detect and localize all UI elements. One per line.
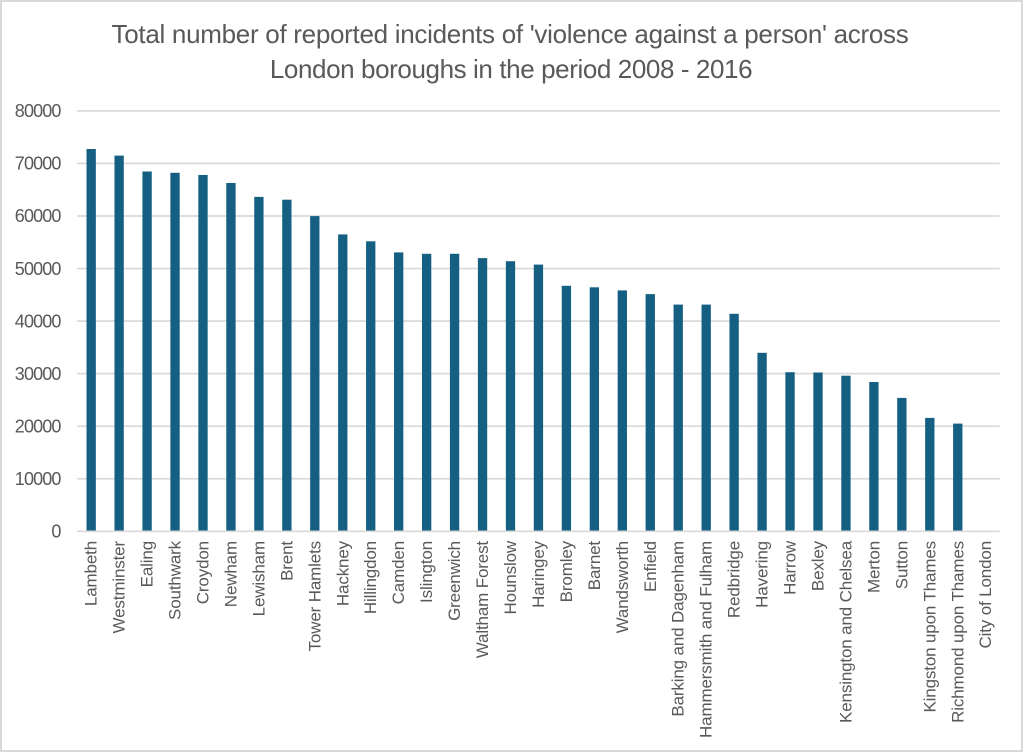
svg-text:Barking and Dagenham: Barking and Dagenham — [669, 541, 688, 717]
svg-text:Newham: Newham — [221, 541, 240, 607]
svg-text:Lambeth: Lambeth — [82, 541, 101, 606]
svg-text:Total number of reported incid: Total number of reported incidents of 'v… — [112, 19, 909, 49]
svg-text:Richmond upon Thames: Richmond upon Thames — [948, 541, 967, 723]
svg-text:70000: 70000 — [15, 154, 62, 174]
svg-text:Hammersmith and Fulham: Hammersmith and Fulham — [697, 541, 716, 738]
svg-text:80000: 80000 — [15, 101, 62, 121]
svg-text:Southwark: Southwark — [166, 540, 185, 620]
svg-text:London boroughs in the period: London boroughs in the period 2008 - 201… — [270, 54, 752, 84]
svg-text:Barnet: Barnet — [585, 541, 604, 591]
svg-text:Westminster: Westminster — [110, 541, 129, 634]
svg-text:Kensington and Chelsea: Kensington and Chelsea — [836, 540, 855, 723]
svg-text:Greenwich: Greenwich — [445, 541, 464, 621]
svg-text:Waltham Forest: Waltham Forest — [473, 541, 492, 659]
svg-text:Redbridge: Redbridge — [725, 541, 744, 618]
svg-text:Camden: Camden — [389, 541, 408, 604]
svg-text:Lewisham: Lewisham — [249, 541, 268, 616]
svg-text:30000: 30000 — [15, 364, 62, 384]
svg-text:Hounslow: Hounslow — [501, 540, 520, 614]
svg-text:Kingston upon Thames: Kingston upon Thames — [920, 541, 939, 713]
svg-text:Merton: Merton — [864, 541, 883, 593]
svg-text:Brent: Brent — [277, 541, 296, 581]
svg-text:Enfield: Enfield — [641, 541, 660, 592]
svg-text:Hackney: Hackney — [333, 540, 352, 606]
svg-text:Ealing: Ealing — [138, 541, 157, 587]
svg-text:20000: 20000 — [15, 416, 62, 436]
svg-text:Havering: Havering — [753, 541, 772, 608]
svg-text:0: 0 — [51, 522, 61, 542]
svg-text:50000: 50000 — [15, 259, 62, 279]
svg-text:Bromley: Bromley — [557, 540, 576, 602]
svg-text:Wandsworth: Wandsworth — [613, 541, 632, 633]
svg-text:40000: 40000 — [15, 311, 62, 331]
svg-text:10000: 10000 — [15, 469, 62, 489]
svg-text:Haringey: Haringey — [529, 540, 548, 607]
svg-text:Tower Hamlets: Tower Hamlets — [305, 541, 324, 651]
svg-text:Bexley: Bexley — [809, 540, 828, 591]
svg-text:Sutton: Sutton — [892, 541, 911, 589]
svg-text:Croydon: Croydon — [194, 541, 213, 604]
svg-text:City of London: City of London — [976, 541, 995, 649]
svg-text:Hillingdon: Hillingdon — [361, 541, 380, 614]
svg-text:Islington: Islington — [417, 541, 436, 603]
svg-text:60000: 60000 — [15, 206, 62, 226]
svg-text:Harrow: Harrow — [781, 540, 800, 595]
